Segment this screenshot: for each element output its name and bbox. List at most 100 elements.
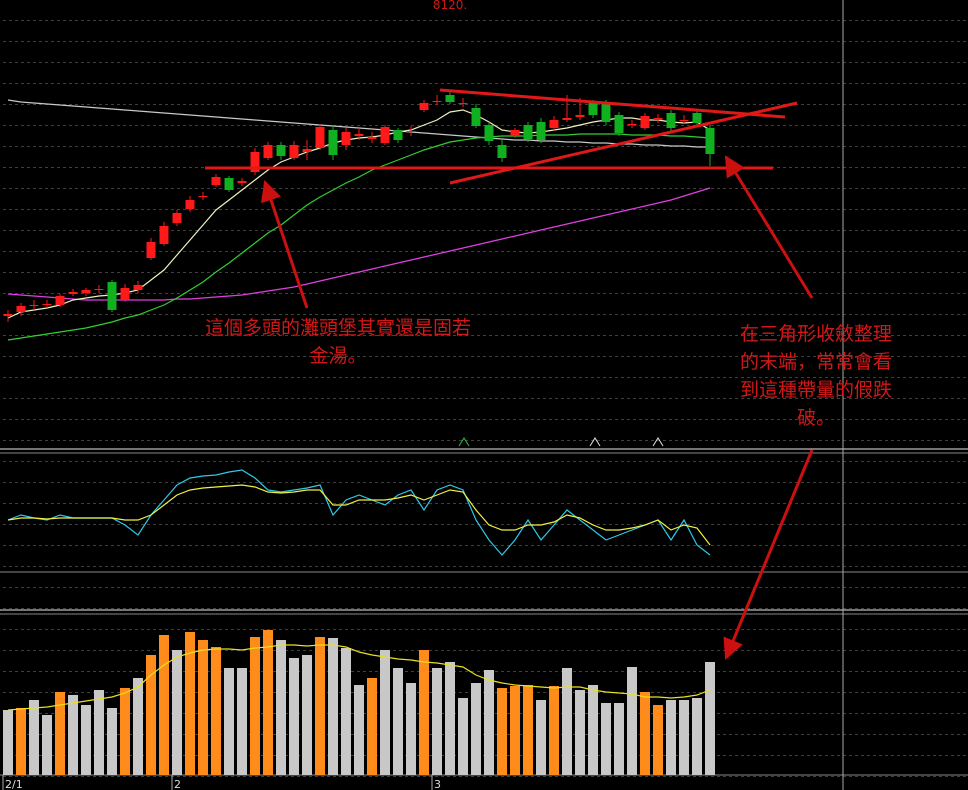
volume-bar [380, 650, 390, 775]
volume-bar [120, 688, 130, 775]
candle-body [81, 290, 91, 293]
candle-body [419, 103, 429, 110]
volume-bar [107, 708, 117, 775]
volume-bar [653, 705, 663, 775]
candle-body [107, 282, 117, 310]
annotation: 這個多頭的灘頭堡其實還是固若 [205, 317, 471, 339]
volume-bar [393, 668, 403, 775]
arrow [724, 155, 814, 299]
candle-body [315, 127, 325, 148]
annotation: 到這種帶量的假跌 [740, 379, 892, 401]
signal-marker [458, 437, 470, 447]
candle-body [68, 292, 78, 294]
volume-bar [354, 685, 364, 775]
candle-body [133, 285, 143, 290]
trend-line [439, 88, 786, 119]
candle-body [224, 178, 234, 190]
candle-body [692, 113, 702, 123]
candle-body [237, 181, 247, 183]
volume-bar [432, 668, 442, 775]
volume-bar [315, 637, 325, 775]
x-tick-label: 3 [434, 778, 441, 790]
volume-bar [211, 647, 221, 775]
candle-body [146, 242, 156, 258]
candle-body [263, 145, 273, 158]
x-tick-label: 2 [174, 778, 181, 790]
candle-body [302, 149, 312, 152]
x-tick-label: 2/1 [5, 778, 23, 790]
volume-bar [458, 698, 468, 775]
candle-body [705, 128, 715, 154]
volume-bar [302, 655, 312, 775]
candle-body [159, 226, 169, 244]
candle-body [393, 130, 403, 140]
volume-bar [94, 690, 104, 775]
volume-bar [159, 635, 169, 775]
candle-body [536, 122, 546, 140]
candle-body [653, 118, 663, 120]
volume-bar [406, 683, 416, 775]
candle-body [601, 104, 611, 122]
volume-bar [588, 685, 598, 775]
candle-body [250, 152, 260, 172]
volume-bar [575, 690, 585, 775]
candle-body [549, 120, 559, 128]
candle-body [42, 304, 52, 305]
volume-bar [497, 688, 507, 775]
candle-body [29, 305, 39, 306]
volume-bar [172, 650, 182, 775]
candle-body [367, 137, 377, 139]
candle-body [432, 101, 442, 102]
price-label: 8120. [433, 0, 467, 12]
annotation: 在三角形收斂整理 [740, 323, 892, 345]
candle-body [354, 134, 364, 136]
volume-average-line [7, 644, 711, 711]
volume-bar [146, 655, 156, 775]
candle-body [55, 296, 65, 305]
volume-bar [263, 630, 273, 775]
candle-body [16, 306, 26, 312]
volume-bar [276, 640, 286, 775]
volume-bar [328, 638, 338, 775]
volume-bar [29, 700, 39, 775]
annotation: 的末端，常常會看 [740, 351, 892, 373]
candle-body [211, 177, 221, 185]
signal-marker [652, 437, 664, 447]
volume-bar [42, 715, 52, 775]
signal-marker [589, 437, 601, 447]
candle-body [445, 95, 455, 102]
candle-body [588, 103, 598, 115]
volume-bar [289, 658, 299, 775]
volume-bar [250, 637, 260, 775]
volume-bar [692, 698, 702, 775]
candle-body [185, 200, 195, 209]
volume-bar [367, 678, 377, 775]
volume-bar [614, 703, 624, 775]
volume-bar [198, 640, 208, 775]
moving-average-line [7, 133, 711, 341]
candle-body [679, 120, 689, 121]
candle-body [471, 108, 481, 126]
arrow [261, 180, 309, 309]
annotation: 金湯。 [309, 345, 366, 367]
volume-bar [562, 668, 572, 775]
candle-body [458, 103, 468, 104]
candle-body [640, 116, 650, 128]
candle-body [406, 131, 416, 132]
candle-body [276, 145, 286, 156]
volume-bar [237, 668, 247, 775]
volume-bar [3, 710, 13, 775]
volume-bar [55, 692, 65, 775]
volume-bar [445, 662, 455, 775]
volume-bar [341, 648, 351, 775]
volume-bar [601, 703, 611, 775]
volume-bar [224, 668, 234, 775]
candle-body [575, 115, 585, 117]
candle-body [289, 145, 299, 158]
volume-bar [16, 708, 26, 775]
candle-body [627, 124, 637, 125]
volume-bar [68, 695, 78, 775]
volume-bar [185, 632, 195, 775]
